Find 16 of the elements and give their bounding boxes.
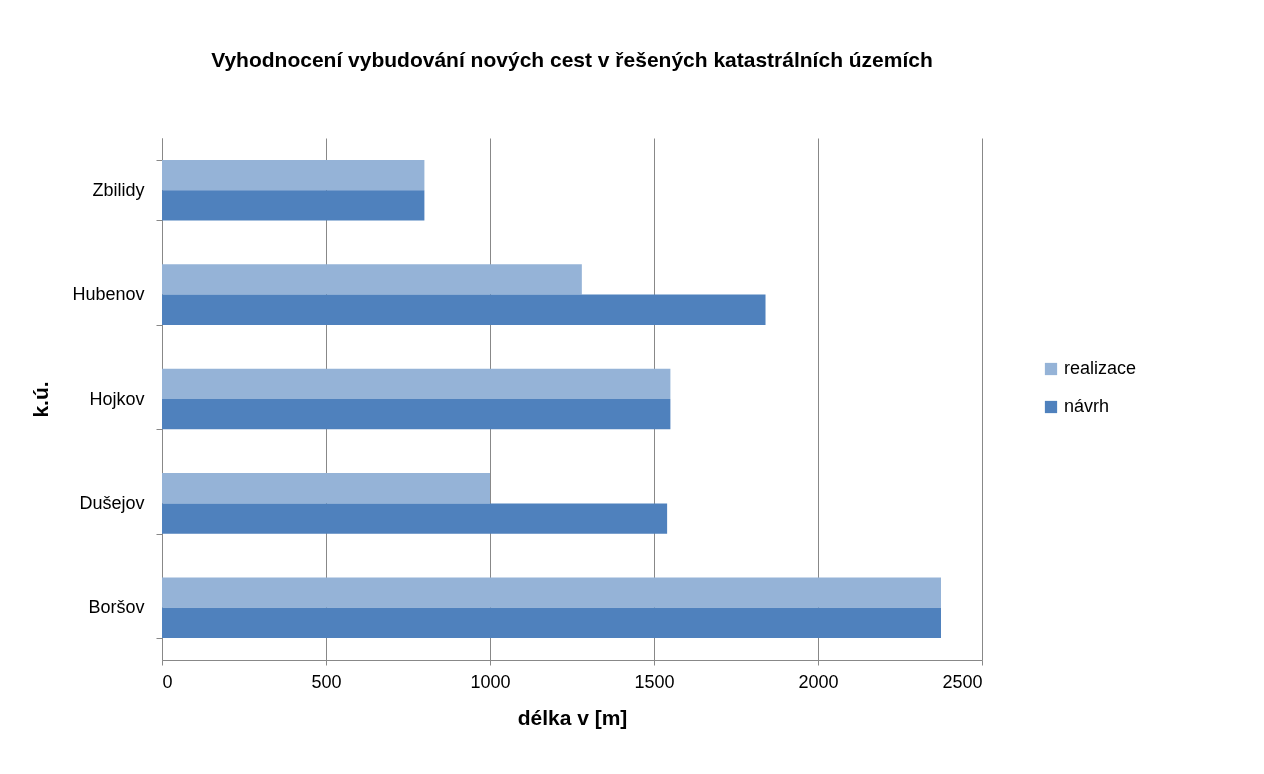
legend-label: návrh — [1064, 396, 1110, 416]
y-tick-label: Hubenov — [72, 284, 145, 305]
y-tick-label: Dušejov — [79, 492, 145, 513]
chart-title: Vyhodnocení vybudování nových cest v řešených katastrálních územích — [211, 48, 933, 71]
x-tick-label: 1000 — [470, 671, 511, 692]
x-tick-label: 0 — [162, 671, 173, 692]
legend-label: realizace — [1064, 358, 1137, 378]
x-tick-label: 2500 — [942, 671, 983, 692]
y-tick-label: Boršov — [88, 597, 145, 618]
x-tick-label: 2000 — [798, 671, 839, 692]
y-tick-label: Hojkov — [89, 388, 145, 409]
x-tick-label: 500 — [311, 671, 342, 692]
y-tick-label: Zbilidy — [92, 179, 145, 200]
y-axis-title: k.ú. — [29, 381, 53, 418]
x-tick-label: 1500 — [634, 671, 675, 692]
x-axis-title: délka v [m] — [517, 705, 628, 729]
